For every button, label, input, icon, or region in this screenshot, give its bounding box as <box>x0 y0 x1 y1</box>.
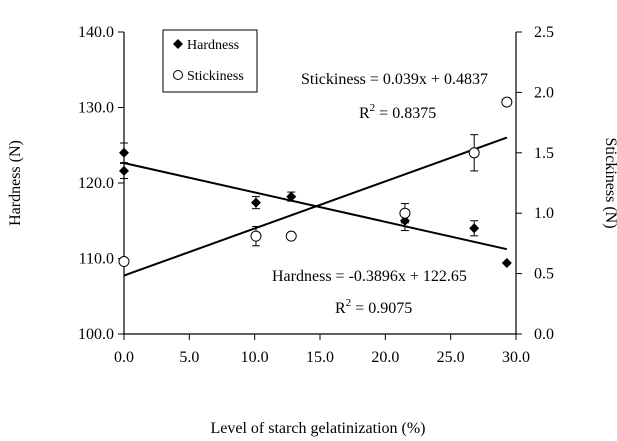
x-tick-label: 15.0 <box>306 349 334 366</box>
hardness-point <box>399 215 410 226</box>
x-tick-label: 25.0 <box>437 349 465 366</box>
x-tick-label: 10.0 <box>241 349 269 366</box>
y-left-tick-label: 110.0 <box>79 251 114 268</box>
hardness-equation: Hardness = -0.3896x + 122.65 <box>272 268 467 285</box>
y-left-tick-label: 130.0 <box>78 100 114 117</box>
stickiness-equation: Stickiness = 0.039x + 0.4837 <box>301 71 488 88</box>
y-right-tick-label: 0.0 <box>534 326 554 343</box>
stickiness-r2-superscript: 2 <box>370 102 376 114</box>
y-left-tick-label: 140.0 <box>78 24 114 41</box>
legend-stickiness-label: Stickiness <box>187 69 244 84</box>
x-tick-label: 0.0 <box>114 349 134 366</box>
marker-layer <box>118 96 513 269</box>
legend-stickiness-marker <box>173 70 183 80</box>
hardness-point <box>286 191 297 202</box>
y-right-tick-label: 0.5 <box>534 266 554 283</box>
stickiness-r2: R2 = 0.8375 <box>359 102 436 122</box>
y-right-tick-label: 2.0 <box>534 84 554 101</box>
hardness-point <box>119 165 129 176</box>
x-tick-label: 5.0 <box>179 349 199 366</box>
legend-hardness-label: Hardness <box>187 38 239 53</box>
x-tick-label: 20.0 <box>371 349 399 366</box>
stickiness-point <box>250 230 262 242</box>
y-axis-left-title: Hardness (N) <box>7 140 24 226</box>
y-right-tick-label: 2.5 <box>534 24 554 41</box>
hardness-r2-superscript: 2 <box>346 297 352 309</box>
hardness-point <box>469 223 480 234</box>
trend-layer <box>123 136 508 277</box>
x-axis-title: Level of starch gelatinization (%) <box>210 420 425 437</box>
y-left-tick-label: 120.0 <box>78 175 114 192</box>
stickiness-point <box>285 230 297 242</box>
x-tick-label: 30.0 <box>502 349 530 366</box>
y-right-tick-label: 1.0 <box>534 205 554 222</box>
stickiness-point <box>468 147 480 159</box>
stickiness-point <box>501 96 513 108</box>
hardness-point <box>501 258 512 269</box>
y-right-tick-label: 1.5 <box>534 145 554 162</box>
stickiness-point <box>118 256 130 268</box>
hardness-point <box>119 147 129 158</box>
stickiness-point <box>399 207 411 219</box>
legend-hardness-marker <box>173 39 183 49</box>
ticks-layer: 0.0 5.0 10.0 15.0 20.0 25.0 30.0100.0110.0120.… <box>78 24 554 366</box>
y-axis-right-title: Stickiness (N) <box>602 137 617 228</box>
errorbar-layer <box>120 134 479 247</box>
legend: Hardness Stickiness <box>162 29 258 93</box>
hardness-r2: R2 = 0.9075 <box>335 297 412 317</box>
y-left-tick-label: 100.0 <box>78 326 114 343</box>
stickiness-trend-line <box>123 136 508 277</box>
hardness-point <box>250 197 261 208</box>
